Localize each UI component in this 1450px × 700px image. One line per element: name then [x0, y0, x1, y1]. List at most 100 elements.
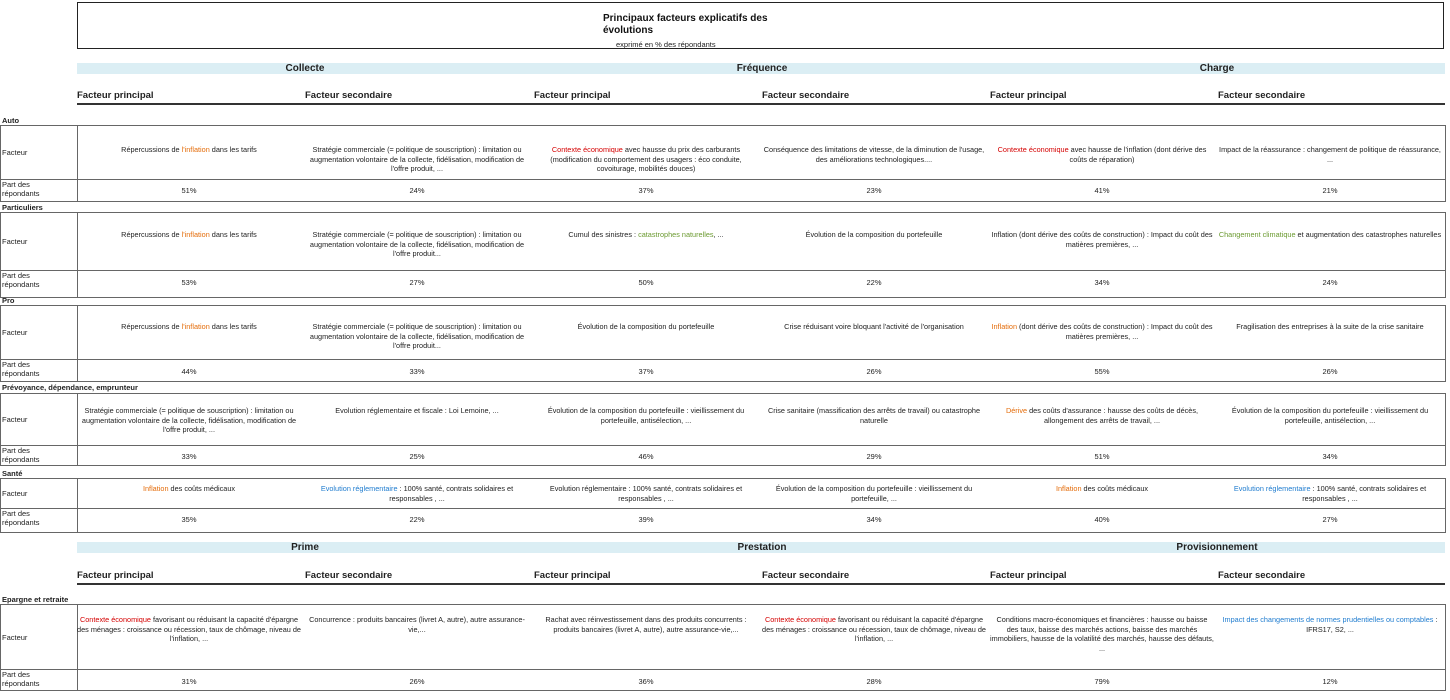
col-header: Facteur secondaire — [305, 570, 393, 581]
factor-text: dans les tarifs — [209, 145, 257, 154]
factor-highlight: Inflation — [1055, 484, 1082, 493]
col-header: Facteur secondaire — [1218, 570, 1306, 581]
factor-highlight: Impact des changements de normes prudent… — [1222, 615, 1434, 624]
col-header: Facteur secondaire — [1218, 90, 1306, 101]
factor-cell: Concurrence : produits bancaires (livret… — [305, 615, 529, 634]
row-divider — [0, 508, 1446, 509]
percent-value: 22% — [866, 278, 882, 287]
factor-cell: Contexte économique favorisant ou réduis… — [77, 615, 301, 644]
row-divider — [0, 669, 1446, 670]
percent-value: 39% — [638, 515, 654, 524]
col-header: Facteur principal — [534, 570, 611, 581]
row-label-part: Part des répondants — [2, 446, 40, 464]
percent-value: 29% — [866, 452, 882, 461]
factor-cell: Fragilisation des entreprises à la suite… — [1218, 322, 1442, 332]
percent-value: 41% — [1094, 186, 1110, 195]
factor-cell: Impact de la réassurance : changement de… — [1218, 145, 1442, 164]
title-box: Principaux facteurs explicatifs des évol… — [77, 2, 1444, 49]
percent-value: 34% — [1322, 452, 1338, 461]
percent-value: 31% — [181, 677, 197, 686]
section-box — [0, 393, 1446, 466]
factor-text: Évolution de la composition du portefeui… — [1231, 406, 1429, 425]
factor-text: : 100% santé, contrats solidaires et res… — [1302, 484, 1427, 503]
factor-text: Rachat avec réinvestissement dans des pr… — [545, 615, 747, 634]
row-label-facteur: Facteur — [2, 632, 28, 642]
group-charge: Charge — [1199, 63, 1235, 74]
factor-cell: Évolution de la composition du portefeui… — [1218, 406, 1442, 425]
percent-value: 27% — [409, 278, 425, 287]
factor-text: Impact de la réassurance : changement de… — [1219, 145, 1441, 164]
factor-highlight: Contexte économique — [79, 615, 151, 624]
factor-text: avec hausse du prix des carburants (modi… — [550, 145, 742, 173]
row-label-part: Part des répondants — [2, 509, 40, 527]
factor-cell: Répercussions de l'inflation dans les ta… — [77, 145, 301, 155]
percent-value: 24% — [409, 186, 425, 195]
percent-value: 51% — [1094, 452, 1110, 461]
percent-value: 36% — [638, 677, 654, 686]
header-underline — [77, 583, 1445, 585]
factor-cell: Crise sanitaire (massification des arrêt… — [762, 406, 986, 425]
row-divider — [0, 270, 1446, 271]
group-provisionnement: Provisionnement — [1176, 542, 1258, 553]
factor-cell: Stratégie commerciale (= politique de so… — [305, 145, 529, 174]
factor-cell: Inflation (dont dérive des coûts de cons… — [990, 230, 1214, 249]
factor-cell: Évolution de la composition du portefeui… — [762, 484, 986, 503]
group-collecte: Collecte — [285, 63, 325, 74]
factor-cell: Evolution réglementaire : 100% santé, co… — [534, 484, 758, 503]
factor-cell: Contexte économique avec hausse de l'inf… — [990, 145, 1214, 164]
factor-cell: Contexte économique avec hausse du prix … — [534, 145, 758, 174]
label-divider — [77, 125, 78, 202]
factor-cell: Evolution réglementaire : 100% santé, co… — [305, 484, 529, 503]
percent-value: 34% — [1094, 278, 1110, 287]
factor-cell: Evolution réglementaire et fiscale : Loi… — [305, 406, 529, 416]
percent-value: 28% — [866, 677, 882, 686]
label-divider — [77, 305, 78, 382]
col-header: Facteur principal — [534, 90, 611, 101]
label-divider — [77, 604, 78, 691]
factor-highlight: Changement climatique — [1218, 230, 1296, 239]
col-header: Facteur principal — [77, 90, 154, 101]
factor-text: Évolution de la composition du portefeui… — [775, 484, 973, 503]
factor-text: Evolution réglementaire : 100% santé, co… — [549, 484, 743, 503]
factor-text: Inflation (dont dérive des coûts de cons… — [991, 230, 1213, 249]
col-header: Facteur secondaire — [305, 90, 393, 101]
factor-highlight: Evolution réglementaire — [320, 484, 398, 493]
row-divider — [0, 445, 1446, 446]
factor-text: Cumul des sinistres : — [568, 230, 639, 239]
percent-value: 51% — [181, 186, 197, 195]
col-header: Facteur principal — [990, 90, 1067, 101]
factor-text: Répercussions de — [121, 230, 182, 239]
factor-cell: Conséquence des limitations de vitesse, … — [762, 145, 986, 164]
percent-value: 21% — [1322, 186, 1338, 195]
label-divider — [77, 393, 78, 466]
factor-text: des coûts médicaux — [168, 484, 236, 493]
percent-value: 37% — [638, 367, 654, 376]
percent-value: 35% — [181, 515, 197, 524]
factor-cell: Répercussions de l'inflation dans les ta… — [77, 230, 301, 240]
factor-text: , ... — [713, 230, 724, 239]
percent-value: 12% — [1322, 677, 1338, 686]
header-underline — [77, 103, 1445, 105]
section-label: Particuliers — [2, 203, 43, 212]
factor-text: Conditions macro-économiques et financiè… — [990, 615, 1214, 653]
factor-cell: Évolution de la composition du portefeui… — [534, 322, 758, 332]
factor-cell: Répercussions de l'inflation dans les ta… — [77, 322, 301, 332]
percent-value: 26% — [1322, 367, 1338, 376]
factor-highlight: catastrophes naturelles — [638, 230, 714, 239]
percent-value: 24% — [1322, 278, 1338, 287]
factor-text: dans les tarifs — [209, 230, 257, 239]
factor-cell: Inflation des coûts médicaux — [990, 484, 1214, 494]
percent-value: 26% — [409, 677, 425, 686]
factor-highlight: Contexte économique — [997, 145, 1069, 154]
section-box — [0, 478, 1446, 533]
factor-cell: Rachat avec réinvestissement dans des pr… — [534, 615, 758, 634]
factor-text: Conséquence des limitations de vitesse, … — [763, 145, 985, 164]
percent-value: 50% — [638, 278, 654, 287]
factor-cell: Evolution réglementaire : 100% santé, co… — [1218, 484, 1442, 503]
group-frequence: Fréquence — [736, 63, 788, 74]
factor-cell: Cumul des sinistres : catastrophes natur… — [534, 230, 758, 240]
factor-highlight: l'inflation — [181, 230, 210, 239]
factor-text: Fragilisation des entreprises à la suite… — [1236, 322, 1424, 331]
factor-text: Concurrence : produits bancaires (livret… — [309, 615, 525, 634]
factor-text: Stratégie commerciale (= politique de so… — [309, 145, 525, 173]
